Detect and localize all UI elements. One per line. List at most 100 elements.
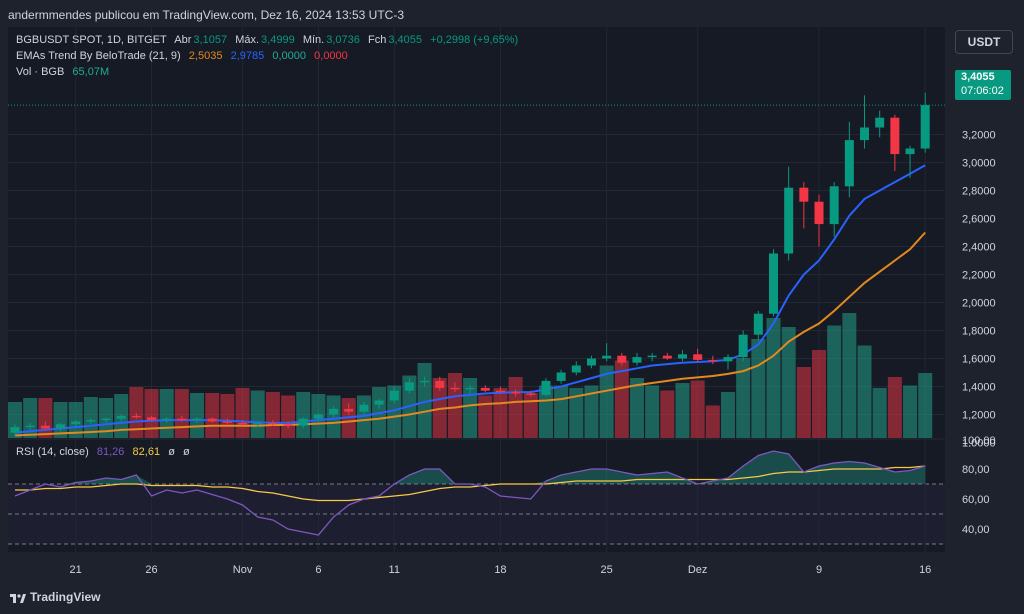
rsi-tick-label: 100,00	[962, 435, 996, 447]
legend-rsi-ma: 82,61	[132, 446, 161, 458]
volume-bar	[660, 390, 675, 438]
price-tick-label: 3,0000	[962, 158, 996, 170]
volume-bar	[812, 350, 827, 438]
candle-body	[677, 354, 687, 359]
volume-bar	[493, 388, 508, 438]
last-price-tag: 3,4055 07:06:02	[955, 70, 1011, 100]
price-tick-label: 1,8000	[962, 326, 996, 338]
volume-bar	[690, 380, 705, 438]
time-tick-label: Dez	[688, 564, 708, 576]
candle-body	[693, 354, 703, 360]
price-tick-label: 1,2000	[962, 410, 996, 422]
candle-body	[359, 404, 369, 412]
candle-body	[586, 358, 596, 366]
volume-bar	[569, 388, 584, 438]
volume-bar	[296, 392, 311, 438]
legend-ema-value-3: 0,0000	[272, 50, 307, 62]
candle-body	[313, 414, 323, 419]
legend-vol-value: 65,07M	[72, 66, 110, 78]
candle-body	[116, 415, 126, 419]
legend-low-label: Mín.	[302, 34, 325, 46]
rsi-pane[interactable]	[8, 440, 945, 552]
volume-bar	[857, 345, 872, 438]
candle-body	[10, 427, 20, 433]
candle-body	[101, 418, 111, 421]
candle-body	[435, 380, 445, 388]
volume-bar	[68, 402, 83, 438]
candles	[10, 92, 930, 436]
candle-body	[511, 392, 521, 394]
footer-brand-label: TradingView	[30, 590, 101, 604]
price-pane[interactable]	[8, 27, 945, 443]
legend-change: +0,2998 (+9,65%)	[430, 34, 519, 46]
volume-bar	[736, 358, 751, 438]
candle-body	[192, 418, 202, 421]
volume-bar	[478, 395, 493, 438]
time-tick-label: 11	[389, 564, 400, 576]
volume-bar	[614, 360, 629, 438]
candle-body	[222, 421, 232, 423]
candle-body	[344, 408, 354, 412]
rsi-line	[14, 450, 926, 536]
volume-bar	[174, 389, 189, 438]
candle-body	[147, 417, 157, 421]
candle-body	[875, 117, 885, 128]
volume-bar	[538, 385, 553, 438]
candle-body	[556, 372, 566, 381]
candle-body	[25, 425, 35, 428]
volume-bar	[220, 394, 235, 438]
publisher-line: andermmendes publicou em TradingView.com…	[8, 8, 404, 22]
candle-body	[450, 387, 460, 390]
price-chart-svg	[8, 27, 945, 443]
ema-slow-line	[14, 231, 926, 437]
candle-body	[738, 334, 748, 358]
candle-body	[753, 313, 763, 335]
candle-body	[420, 380, 430, 383]
candle-body	[495, 390, 505, 393]
legend-close-label: Fch	[368, 34, 387, 46]
candle-body	[617, 355, 627, 363]
volume-bar	[887, 377, 902, 438]
candle-body	[602, 355, 612, 359]
volume-bar	[629, 378, 644, 438]
legend-rsi-extra-1: ø	[168, 446, 175, 458]
candle-body	[814, 201, 824, 225]
candle-body	[298, 418, 308, 426]
candle-body	[207, 418, 217, 422]
volume-bar	[903, 385, 918, 438]
candle-body	[632, 357, 642, 363]
candle-body	[647, 355, 657, 358]
candle-body	[526, 393, 536, 395]
candle-body	[541, 380, 551, 395]
volume-bar	[190, 393, 205, 438]
price-tick-label: 3,2000	[962, 130, 996, 142]
volume-bar	[599, 365, 614, 438]
legend-ema-name: EMAs Trend By BeloTrade (21, 9)	[16, 50, 181, 62]
volume-bar	[645, 385, 660, 438]
price-tick-label: 1,6000	[962, 354, 996, 366]
volume-bar	[751, 339, 766, 438]
volume-bar	[705, 405, 720, 438]
legend-ema-value-4: 0,0000	[314, 50, 348, 62]
volume-bar	[584, 385, 599, 438]
time-axis[interactable]: 21 26 Nov 6 11 18 25 Dez 9 16	[8, 553, 945, 583]
candle-body	[131, 415, 141, 418]
volume-bar	[281, 395, 296, 438]
legend-symbol-row: BGBUSDT SPOT, 1D, BITGET Abr 3,1057 Máx. 3…	[16, 34, 520, 46]
time-tick-label: 6	[315, 564, 321, 576]
price-tick-label: 1,0000	[962, 438, 996, 448]
candle-body	[56, 424, 66, 429]
rsi-axis[interactable]: 80,00 60,00 40,00	[950, 440, 1020, 552]
legend-ema-value-2: 2,9785	[230, 50, 265, 62]
currency-button[interactable]: USDT	[955, 30, 1013, 54]
legend-symbol: BGBUSDT SPOT, 1D, BITGET	[16, 34, 167, 46]
footer-brand[interactable]: TradingView	[10, 590, 100, 604]
price-tick-label: 2,8000	[962, 186, 996, 198]
price-axis[interactable]: 3,2000 3,0000 2,8000 2,6000 2,4000 2,2000 2,00…	[950, 27, 1020, 448]
candle-body	[890, 117, 900, 155]
rsi-tick-label: 80,00	[962, 464, 990, 476]
legend-rsi-extra-2: ø	[183, 446, 190, 458]
candle-body	[71, 421, 81, 425]
legend-rsi-label: RSI (14, close)	[16, 446, 89, 458]
time-tick-label: Nov	[233, 564, 253, 576]
